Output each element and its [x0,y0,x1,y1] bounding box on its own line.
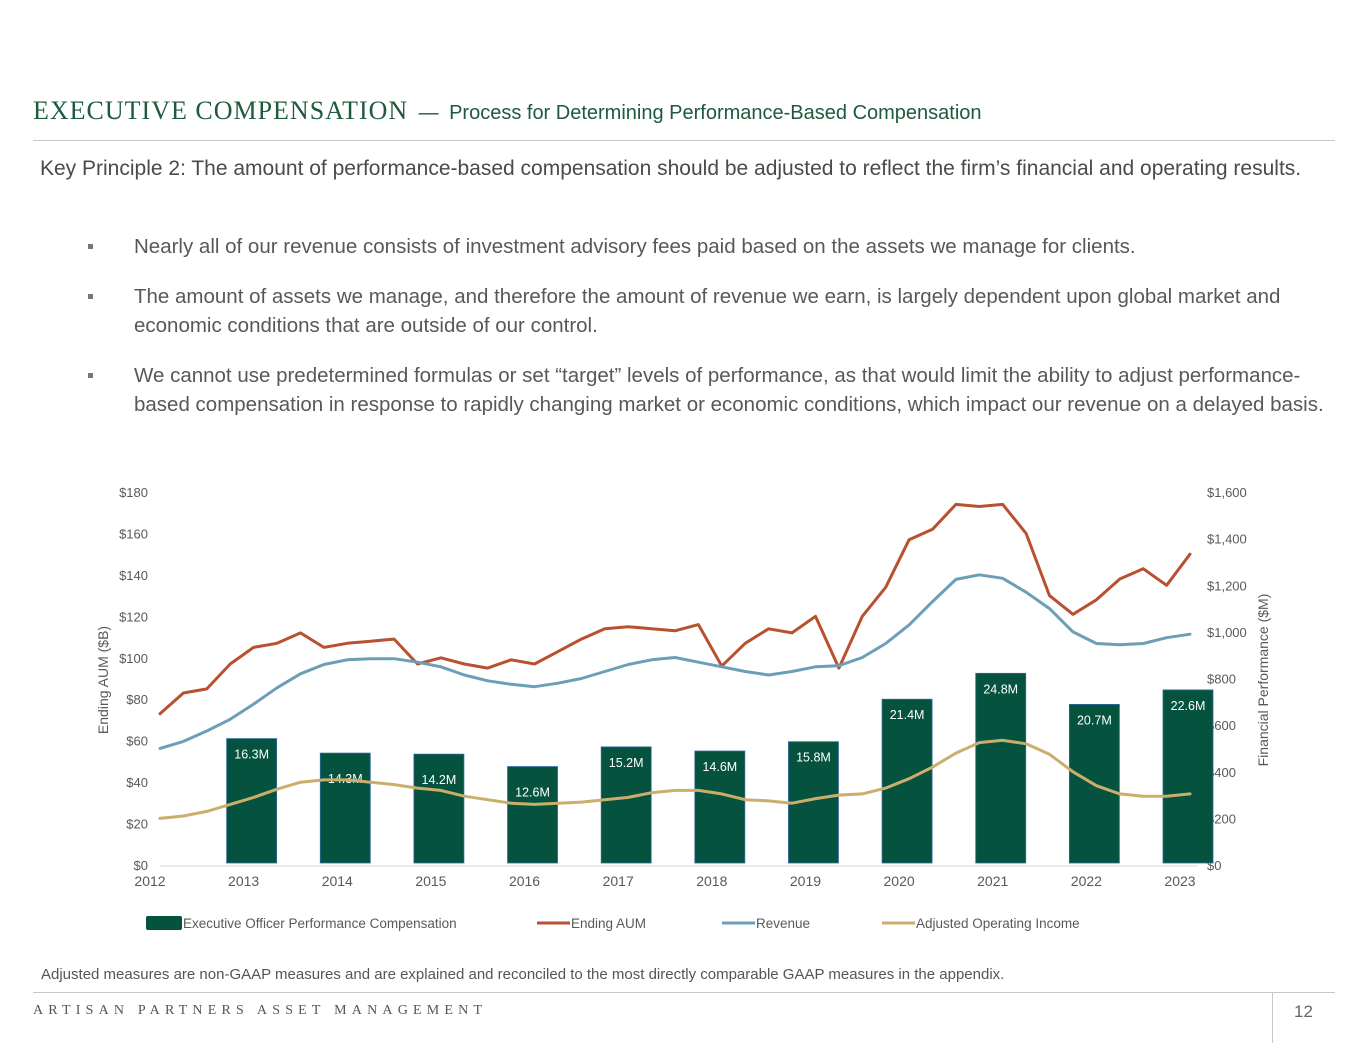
chart-legend: Executive Officer Performance Compensati… [146,916,1080,931]
ending-aum-line [158,502,1192,716]
bullet-list: Nearly all of our revenue consists of in… [88,232,1338,440]
bar-value-label: 16.3M [234,748,269,762]
x-tick-label: 2023 [1164,873,1195,889]
line-series [158,502,1192,820]
x-tick-label: 2018 [696,873,727,889]
revenue-line [158,573,1192,750]
bar-value-label: 12.6M [515,786,550,800]
bar-value-label: 15.8M [796,751,831,765]
bullet-item: Nearly all of our revenue consists of in… [88,232,1338,261]
x-tick-label: 2014 [322,873,353,889]
left-tick-label: $80 [126,692,148,707]
right-tick-label: $600 [1207,718,1236,733]
legend-swatch-executive-officer-performance-compensation [146,916,182,930]
bar-value-label: 15.2M [609,756,644,770]
section-title: EXECUTIVE COMPENSATION [33,96,409,125]
right-tick-label: $1,200 [1207,578,1247,593]
x-tick-label: 2012 [134,873,165,889]
bullet-square-icon [88,373,93,378]
x-tick-label: 2021 [977,873,1008,889]
left-tick-label: $60 [126,734,148,749]
legend-label-adjusted-operating-income: Adjusted Operating Income [916,916,1080,931]
legend-label-ending-aum: Ending AUM [571,916,646,931]
section-subtitle: Process for Determining Performance-Base… [449,102,982,124]
compensation-chart: $0 $20 $40 $60 $80 $100 $120 $140 $160 $180 Ending… [95,485,1271,931]
legend-label-revenue: Revenue [756,916,810,931]
right-tick-label: $200 [1207,811,1236,826]
bar-value-label: 14.6M [702,760,737,774]
footer-divider [33,992,1335,993]
compensation-bar [694,750,746,864]
compensation-bar [413,753,465,864]
x-tick-label: 2019 [790,873,821,889]
compensation-bar [226,738,278,864]
right-axis-title: Financial Performance ($M) [1255,594,1271,767]
right-tick-label: $400 [1207,765,1236,780]
right-tick-label: $1,400 [1207,532,1247,547]
header-divider [33,140,1335,141]
compensation-bar [975,672,1027,864]
x-tick-label: 2016 [509,873,540,889]
left-tick-label: $180 [119,485,148,500]
bullet-square-icon [88,244,93,249]
left-tick-label: $0 [134,858,148,873]
footer-vertical-divider [1272,993,1273,1043]
slide-title: EXECUTIVE COMPENSATION — Process for Det… [33,96,982,126]
compensation-bar [319,752,371,864]
left-tick-label: $100 [119,651,148,666]
title-separator: — [418,102,439,124]
bullet-item: The amount of assets we manage, and ther… [88,282,1338,340]
compensation-bar [1162,689,1214,864]
bullet-text: We cannot use predetermined formulas or … [134,364,1324,416]
x-tick-label: 2022 [1071,873,1102,889]
left-axis-title: Ending AUM ($B) [95,626,111,734]
footer-brand: ARTISAN PARTNERS ASSET MANAGEMENT [33,1003,488,1018]
bullet-text: The amount of assets we manage, and ther… [134,285,1281,337]
bar-value-label: 24.8M [983,682,1018,696]
bar-value-label: 14.2M [422,773,457,787]
key-principle: Key Principle 2: The amount of performan… [40,157,1302,180]
left-tick-label: $20 [126,817,148,832]
right-tick-label: $1,000 [1207,625,1247,640]
bullet-text: Nearly all of our revenue consists of in… [134,235,1136,258]
right-axis: $0$200$400$600$800$1,000$1,200$1,400$1,6… [1207,485,1271,873]
bullet-square-icon [88,294,93,299]
left-axis: $0 $20 $40 $60 $80 $100 $120 $140 $160 $180 Ending… [95,485,148,873]
bar-value-label: 22.6M [1171,699,1206,713]
bar-value-label: 21.4M [890,708,925,722]
x-axis: 2012 2013 2014 2015 2016 2017 2018 2019 2020 2021… [134,865,1198,889]
right-tick-label: $1,600 [1207,485,1247,500]
x-tick-label: 2015 [415,873,446,889]
compensation-bar [507,766,558,864]
adjusted-operating-income-line [158,738,1192,820]
left-tick-label: $40 [126,775,148,790]
left-tick-label: $140 [119,568,148,583]
right-tick-label: $800 [1207,672,1236,687]
x-tick-label: 2020 [884,873,915,889]
compensation-bar [600,746,652,864]
bar-value-label: 20.7M [1077,713,1112,727]
left-tick-label: $120 [119,609,148,624]
page-number: 12 [1294,1002,1313,1021]
x-tick-label: 2017 [603,873,634,889]
left-tick-label: $160 [119,526,148,541]
footnote: Adjusted measures are non-GAAP measures … [41,966,1005,983]
bullet-item: We cannot use predetermined formulas or … [88,361,1338,419]
legend-label-executive-officer-performance-compensation: Executive Officer Performance Compensati… [183,916,457,931]
x-tick-label: 2013 [228,873,259,889]
